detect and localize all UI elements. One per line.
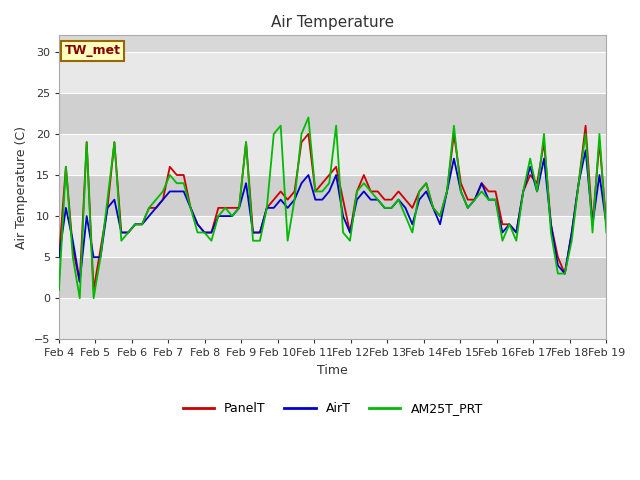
- Bar: [59, 257, 606, 298]
- Y-axis label: Air Temperature (C): Air Temperature (C): [15, 126, 28, 249]
- Bar: [59, 52, 606, 93]
- Bar: [59, 134, 606, 175]
- Bar: [59, 298, 606, 339]
- X-axis label: Time: Time: [317, 364, 348, 377]
- Bar: [59, 216, 606, 257]
- Bar: [59, 175, 606, 216]
- Legend: PanelT, AirT, AM25T_PRT: PanelT, AirT, AM25T_PRT: [178, 397, 488, 420]
- Text: TW_met: TW_met: [65, 45, 120, 58]
- Bar: [59, 93, 606, 134]
- Title: Air Temperature: Air Temperature: [271, 15, 394, 30]
